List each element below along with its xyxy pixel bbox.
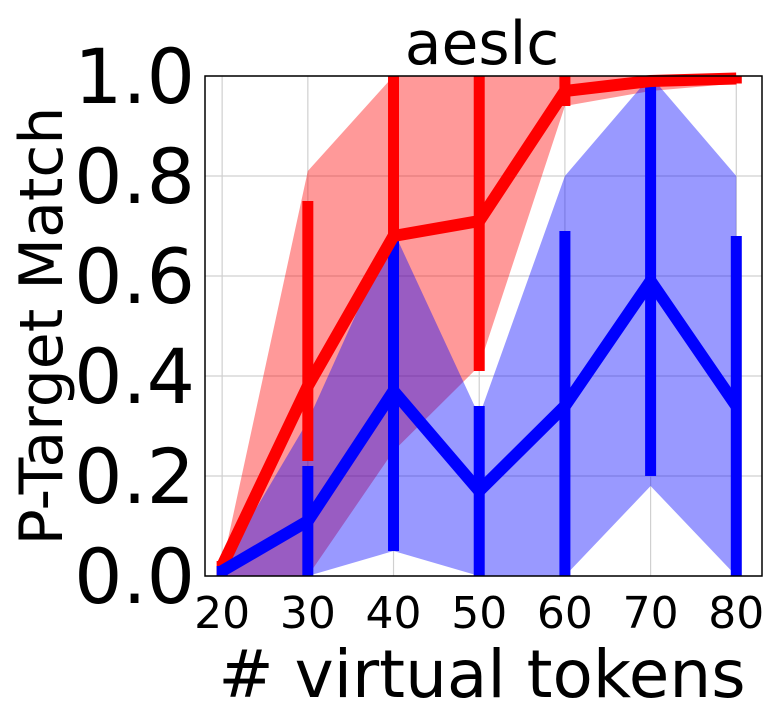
- series-lines: [216, 72, 742, 577]
- y-tick-label-0.2: 0.2: [74, 432, 195, 521]
- x-tick-label-70: 70: [623, 588, 679, 639]
- series-0-line: [216, 72, 737, 569]
- y-axis-label: P-Target Match: [7, 107, 77, 546]
- x-tick-label-20: 20: [194, 588, 250, 639]
- y-tick-label-0.8: 0.8: [74, 132, 195, 221]
- tick-labels: 20 30 40 50 60 70 80 0.0 0.2 0.4 0.6 0.8 1.0: [74, 32, 764, 639]
- x-tick-label-60: 60: [537, 588, 593, 639]
- plot-frame: [204, 75, 763, 577]
- x-tick-label-30: 30: [280, 588, 336, 639]
- x-axis-label: # virtual tokens: [218, 636, 745, 713]
- series-1-line: [219, 270, 742, 577]
- y-tick-label-1.0: 1.0: [74, 32, 195, 121]
- x-tick-label-40: 40: [366, 588, 422, 639]
- y-tick-label-0.4: 0.4: [74, 332, 195, 421]
- chart-title: aeslc: [405, 9, 560, 79]
- x-tick-label-50: 50: [451, 588, 507, 639]
- y-tick-label-0.6: 0.6: [74, 232, 195, 321]
- x-tick-label-80: 80: [708, 588, 764, 639]
- y-tick-label-0.0: 0.0: [74, 532, 195, 621]
